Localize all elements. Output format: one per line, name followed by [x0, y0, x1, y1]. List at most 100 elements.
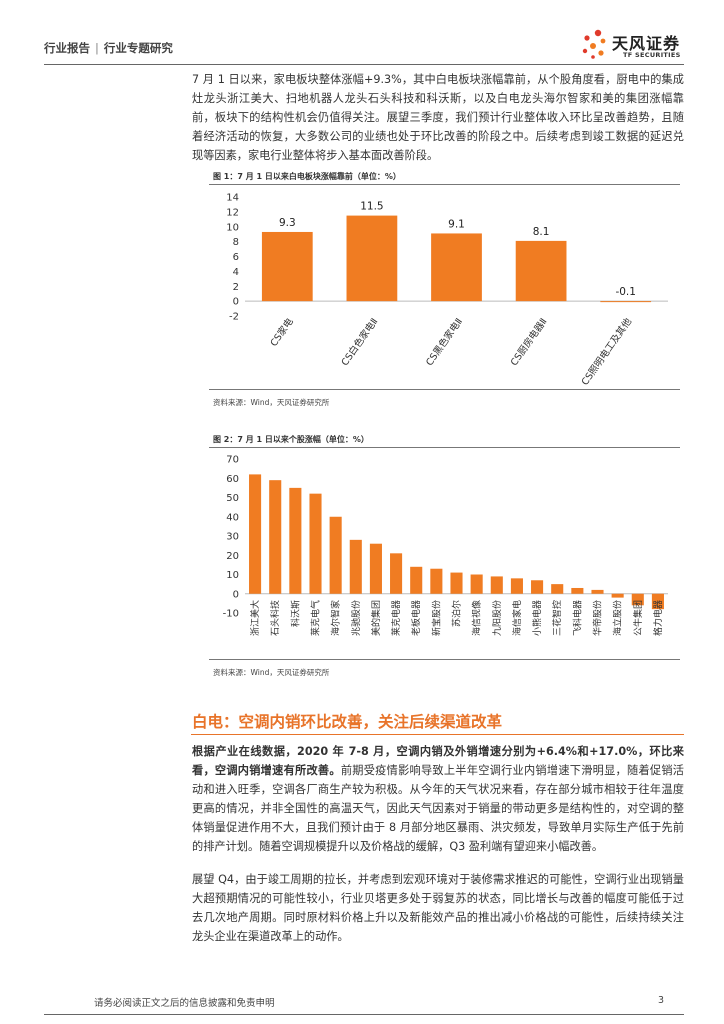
footer-divider [44, 1014, 684, 1015]
figure2-bottom-rule [209, 659, 680, 660]
chart1-bar [309, 493, 322, 594]
chart1-category-label: 海立股份 [612, 600, 624, 636]
page-number: 3 [658, 995, 665, 1006]
figure1-title: 图 1：7 月 1 日以来白电板块涨幅靠前（单位：%） [213, 172, 401, 181]
chart0-ytick: 12 [226, 207, 239, 218]
chart1-category-label: 海尔智家 [330, 600, 342, 636]
intro-paragraph: 7 月 1 日以来，家电板块整体涨幅+9.3%，其中白电板块涨幅靠前，从个股角度… [192, 73, 684, 162]
chart0-category-label: CS黑色家电Ⅱ [423, 316, 465, 368]
chart0-category-label: CS照明电工及其他 [579, 315, 635, 386]
chart1-bar [571, 587, 584, 594]
section-paragraph-2: 展望 Q4，由于竣工周期的拉长，并考虑到宏观环境对于装修需求推迟的可能性，空调行… [192, 873, 684, 943]
chart1-bar [510, 578, 523, 594]
header-separator: | [95, 41, 99, 55]
logo-english: TF SECURITIES [623, 51, 681, 59]
chart0-category-label: CS白色家电Ⅱ [339, 316, 381, 368]
chart1-bar [651, 593, 664, 610]
chart0-category-label: CS厨房电器Ⅱ [508, 316, 550, 368]
figure2-title: 图 2：7 月 1 日以来个股涨幅（单位：%） [213, 435, 369, 444]
chart0-value-label: 11.5 [360, 201, 383, 213]
chart1-category-label: 九阳股份 [491, 600, 503, 636]
chart0-bar [431, 233, 482, 302]
chart1-bar [349, 539, 362, 594]
chart1-category-label: 三花智控 [551, 600, 563, 636]
chart1-bar [430, 568, 443, 594]
chart1-category-label: 石头科技 [269, 600, 281, 636]
header-subcategory: 行业专题研究 [103, 41, 173, 55]
chart1-bar [329, 516, 342, 594]
chart0-ytick: 8 [233, 237, 239, 248]
chart1-category-label: 老板电器 [410, 600, 422, 636]
chart1-category-label: 公牛集团 [632, 600, 644, 636]
chart1-ytick: 70 [226, 455, 239, 466]
chart0-ytick: 4 [233, 267, 239, 278]
chart1-ytick: -10 [223, 609, 239, 620]
chart1-bar [249, 474, 262, 594]
section-p1-lead: 根据产业在线数据，2020 年 7-8 月，空调内销及外销增速分别为+6.4%和… [192, 745, 684, 777]
chart1-category-label: 美的集团 [370, 600, 382, 636]
chart1-category-label: 浙江美大 [249, 600, 261, 636]
chart1-bar [289, 487, 302, 594]
chart0-ytick: 10 [226, 222, 239, 233]
report-category: 行业报告 | 行业专题研究 [44, 40, 173, 56]
section-p1-body: 前期受疫情影响导致上半年空调行业内销增速下滑明显，随着促销活动和进入旺季，空调各… [192, 764, 684, 853]
chart0-bar [600, 301, 652, 303]
figure1-top-rule [209, 184, 680, 185]
chart1-category-label: 莱克电器 [390, 600, 402, 636]
chart0-value-label: 9.3 [279, 217, 296, 229]
chart0-bar [346, 215, 398, 302]
chart1-category-label: 科沃斯 [289, 600, 301, 627]
chart1-ytick: 40 [226, 512, 239, 523]
chart0-ytick: -2 [229, 312, 239, 323]
figure1-source: 资料来源：Wind，天风证券研究所 [213, 398, 330, 407]
chart1-bar [531, 580, 544, 594]
section-paragraph-1: 根据产业在线数据，2020 年 7-8 月，空调内销及外销增速分别为+6.4%和… [192, 742, 684, 856]
chart0-value-label: 8.1 [533, 226, 550, 238]
chart1-category-label: 飞科电器 [571, 600, 583, 636]
chart1-category-label: 小熊电器 [531, 600, 543, 636]
section-rule [191, 734, 684, 735]
chart1-bar [631, 593, 644, 606]
chart1-bar [390, 553, 403, 594]
section-title: 白电：空调内销环比改善，关注后续渠道改革 [192, 713, 503, 731]
chart1-category-label: 兆驰股份 [350, 600, 362, 636]
logo-text: 天风证券 [612, 34, 681, 53]
chart0-ytick: 6 [233, 252, 239, 263]
chart1-category-label: 海信家电 [511, 600, 523, 636]
chart0-value-label: -0.1 [615, 286, 636, 298]
chart0-ytick: 14 [226, 193, 239, 204]
chart1-bar [490, 576, 503, 594]
footer-disclaimer: 请务必阅读正文之后的信息披露和免责申明 [94, 998, 275, 1009]
chart1-ytick: 60 [226, 474, 239, 485]
chart1-category-label: 海信视像 [471, 600, 483, 636]
chart1-category-label: 格力电器 [652, 600, 664, 636]
header-category: 行业报告 [44, 41, 90, 55]
chart0-ytick: 0 [233, 297, 239, 308]
chart1-bar [611, 593, 624, 598]
chart0-bar [515, 240, 567, 302]
chart1-bar [591, 589, 604, 594]
figure2-top-rule [209, 447, 680, 448]
chart0-bar [261, 231, 313, 302]
chart1-bar [369, 543, 382, 594]
chart1-category-label: 莱克电气 [310, 600, 322, 636]
chart1-bar [450, 572, 463, 594]
tf-logo-icon [582, 29, 606, 59]
figure1-chart: -2 0 2 4 6 8 10 12 14 9.3 CS家电 11.5 CS白色家电Ⅱ 9.1 CS黑色家电… [226, 193, 668, 386]
figure2-chart: -10 0 10 20 30 40 50 60 70 浙江美大 石头科技 科沃斯 莱克电气 海尔智家 兆驰股… [223, 455, 668, 636]
chart1-category-label: 新宝股份 [430, 600, 442, 636]
figure2-source: 资料来源：Wind，天风证券研究所 [213, 668, 330, 677]
chart1-category-label: 华帝股份 [592, 600, 604, 636]
chart0-value-label: 9.1 [448, 218, 465, 230]
figure1-bottom-rule [209, 389, 680, 390]
chart1-category-label: 苏泊尔 [451, 600, 463, 627]
chart1-ytick: 30 [226, 532, 239, 543]
chart1-ytick: 50 [226, 493, 239, 504]
chart1-bar [269, 480, 282, 594]
chart0-ytick: 2 [233, 282, 239, 293]
chart1-bar [410, 566, 423, 594]
chart0-category-label: CS家电 [268, 315, 296, 348]
chart1-ytick: 10 [226, 570, 239, 581]
chart1-bar [551, 584, 564, 594]
chart1-ytick: 20 [226, 551, 239, 562]
